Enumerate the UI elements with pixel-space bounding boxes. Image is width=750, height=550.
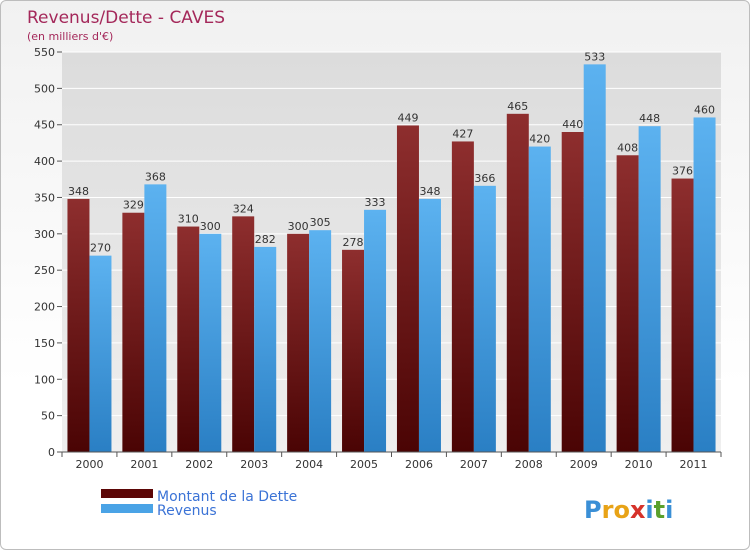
bar-dette (396, 125, 419, 453)
data-label: 408 (617, 141, 638, 154)
bar-dette (451, 141, 474, 453)
bar-revenus (473, 185, 496, 452)
bar-revenus (254, 246, 277, 452)
bar-revenus (583, 64, 606, 452)
bar-dette (342, 249, 365, 452)
data-label: 300 (288, 220, 309, 233)
y-tick-label: 100 (34, 373, 55, 386)
bar-revenus (418, 198, 441, 452)
data-label: 333 (365, 196, 386, 209)
x-tick-label: 2011 (680, 458, 708, 471)
y-tick-label: 500 (34, 82, 55, 95)
y-tick-label: 150 (34, 337, 55, 350)
data-label: 368 (145, 170, 166, 183)
data-label: 305 (310, 216, 331, 229)
bar-dette (232, 216, 255, 452)
bar-revenus (89, 255, 112, 452)
bar-revenus (199, 233, 222, 452)
logo-wordmark: Proxiti (584, 496, 673, 524)
grid-lines (62, 51, 721, 417)
data-label: 310 (178, 213, 199, 226)
x-tick-label: 2009 (570, 458, 598, 471)
bar-dette (616, 155, 639, 453)
bar-dette (67, 198, 90, 452)
data-label: 300 (200, 220, 221, 233)
plot-area (62, 52, 721, 452)
data-label: 533 (584, 50, 605, 63)
data-label: 420 (529, 133, 550, 146)
logo-letter: r (602, 496, 614, 524)
y-tick-label: 400 (34, 155, 55, 168)
x-tick-label: 2004 (295, 458, 323, 471)
y-tick-label: 50 (41, 410, 55, 423)
y-tick-label: 250 (34, 264, 55, 277)
bar-dette (671, 178, 694, 452)
data-label: 329 (123, 199, 144, 212)
y-tick-label: 350 (34, 191, 55, 204)
data-label: 366 (474, 172, 495, 185)
x-tick-label: 2010 (625, 458, 653, 471)
legend-label-revenus: Revenus (157, 503, 217, 519)
y-axis-ticks: 0 50 100 150 200 250 300 350 400 450 500 550 (34, 46, 62, 459)
y-tick-label: 200 (34, 301, 55, 314)
legend-label-dette: Montant de la Dette (157, 489, 297, 505)
bar-revenus (528, 146, 551, 452)
x-tick-label: 2005 (350, 458, 378, 471)
x-tick-label: 2003 (240, 458, 268, 471)
data-label: 448 (639, 112, 660, 125)
proxiti-logo: Proxiti (584, 496, 673, 524)
y-tick-label: 0 (48, 446, 55, 459)
x-tick-label: 2007 (460, 458, 488, 471)
x-tick-label: 2006 (405, 458, 433, 471)
data-label: 460 (694, 103, 715, 116)
x-tick-label: 2002 (185, 458, 213, 471)
x-tick-label: 2000 (75, 458, 103, 471)
bar-revenus (693, 117, 716, 453)
chart-title: Revenus/Dette - CAVES (27, 8, 225, 28)
logo-letter: P (584, 496, 602, 524)
data-label: 270 (90, 242, 111, 255)
legend-swatch-dette (101, 489, 153, 498)
logo-letter: i (665, 496, 673, 524)
bar-dette (561, 132, 584, 452)
y-tick-label: 300 (34, 228, 55, 241)
logo-letter: t (654, 496, 665, 524)
data-label: 376 (672, 165, 693, 178)
logo-letter: i (645, 496, 653, 524)
bar-revenus (144, 184, 167, 452)
data-label: 324 (233, 202, 254, 215)
data-label: 278 (343, 236, 364, 249)
legend-swatch-revenus (101, 504, 153, 513)
x-tick-label: 2008 (515, 458, 543, 471)
logo-letter: x (630, 496, 646, 524)
bar-revenus (309, 230, 332, 452)
data-label: 348 (68, 185, 89, 198)
y-tick-label: 550 (34, 46, 55, 59)
bar-revenus (364, 209, 387, 452)
data-label: 348 (419, 185, 440, 198)
data-label: 282 (255, 233, 276, 246)
logo-letter: o (613, 496, 630, 524)
bar-dette (177, 226, 200, 452)
chart-subtitle: (en milliers d'€) (27, 30, 113, 43)
x-tick-label: 2001 (130, 458, 158, 471)
data-label: 465 (507, 100, 528, 113)
data-label: 427 (452, 127, 473, 140)
data-label: 440 (562, 118, 583, 131)
y-tick-label: 450 (34, 119, 55, 132)
legend: Montant de la Dette Revenus (101, 489, 297, 519)
x-axis-ticks: 2000 2001 2002 2003 2004 2005 2006 2007 2008 2009… (61, 452, 722, 471)
bar-dette (122, 212, 145, 452)
data-label: 449 (397, 111, 418, 124)
bar-dette (287, 233, 310, 452)
bar-dette (506, 113, 529, 453)
bar-revenus (638, 126, 661, 452)
